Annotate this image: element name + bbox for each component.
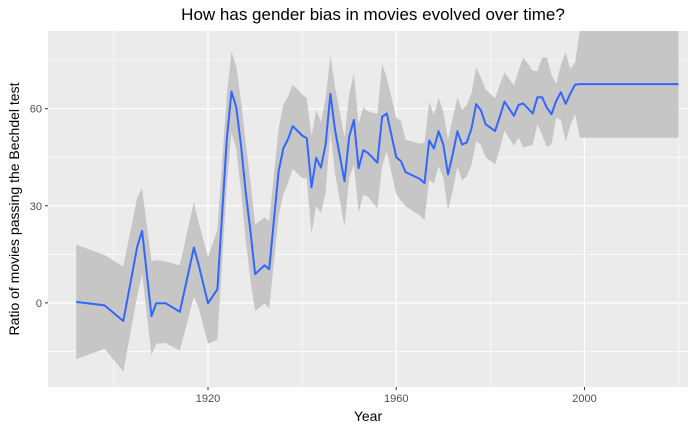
axes: 1920 1960 2000 0 30 60 <box>30 104 597 405</box>
x-tick-label: 1960 <box>384 393 408 405</box>
series-line <box>76 83 679 322</box>
confidence-ribbon <box>76 31 679 372</box>
y-axis-title: Ratio of movies passing the Bechdel test <box>6 82 22 335</box>
series-marks <box>76 31 679 372</box>
y-tick-label: 30 <box>30 201 42 213</box>
y-tick-label: 60 <box>30 104 42 116</box>
x-tick-label: 1920 <box>196 393 220 405</box>
y-tick-label: 0 <box>36 298 42 310</box>
x-tick-label: 2000 <box>572 393 596 405</box>
x-axis-title: Year <box>354 408 383 424</box>
chart-title: How has gender bias in movies evolved ov… <box>181 5 565 24</box>
